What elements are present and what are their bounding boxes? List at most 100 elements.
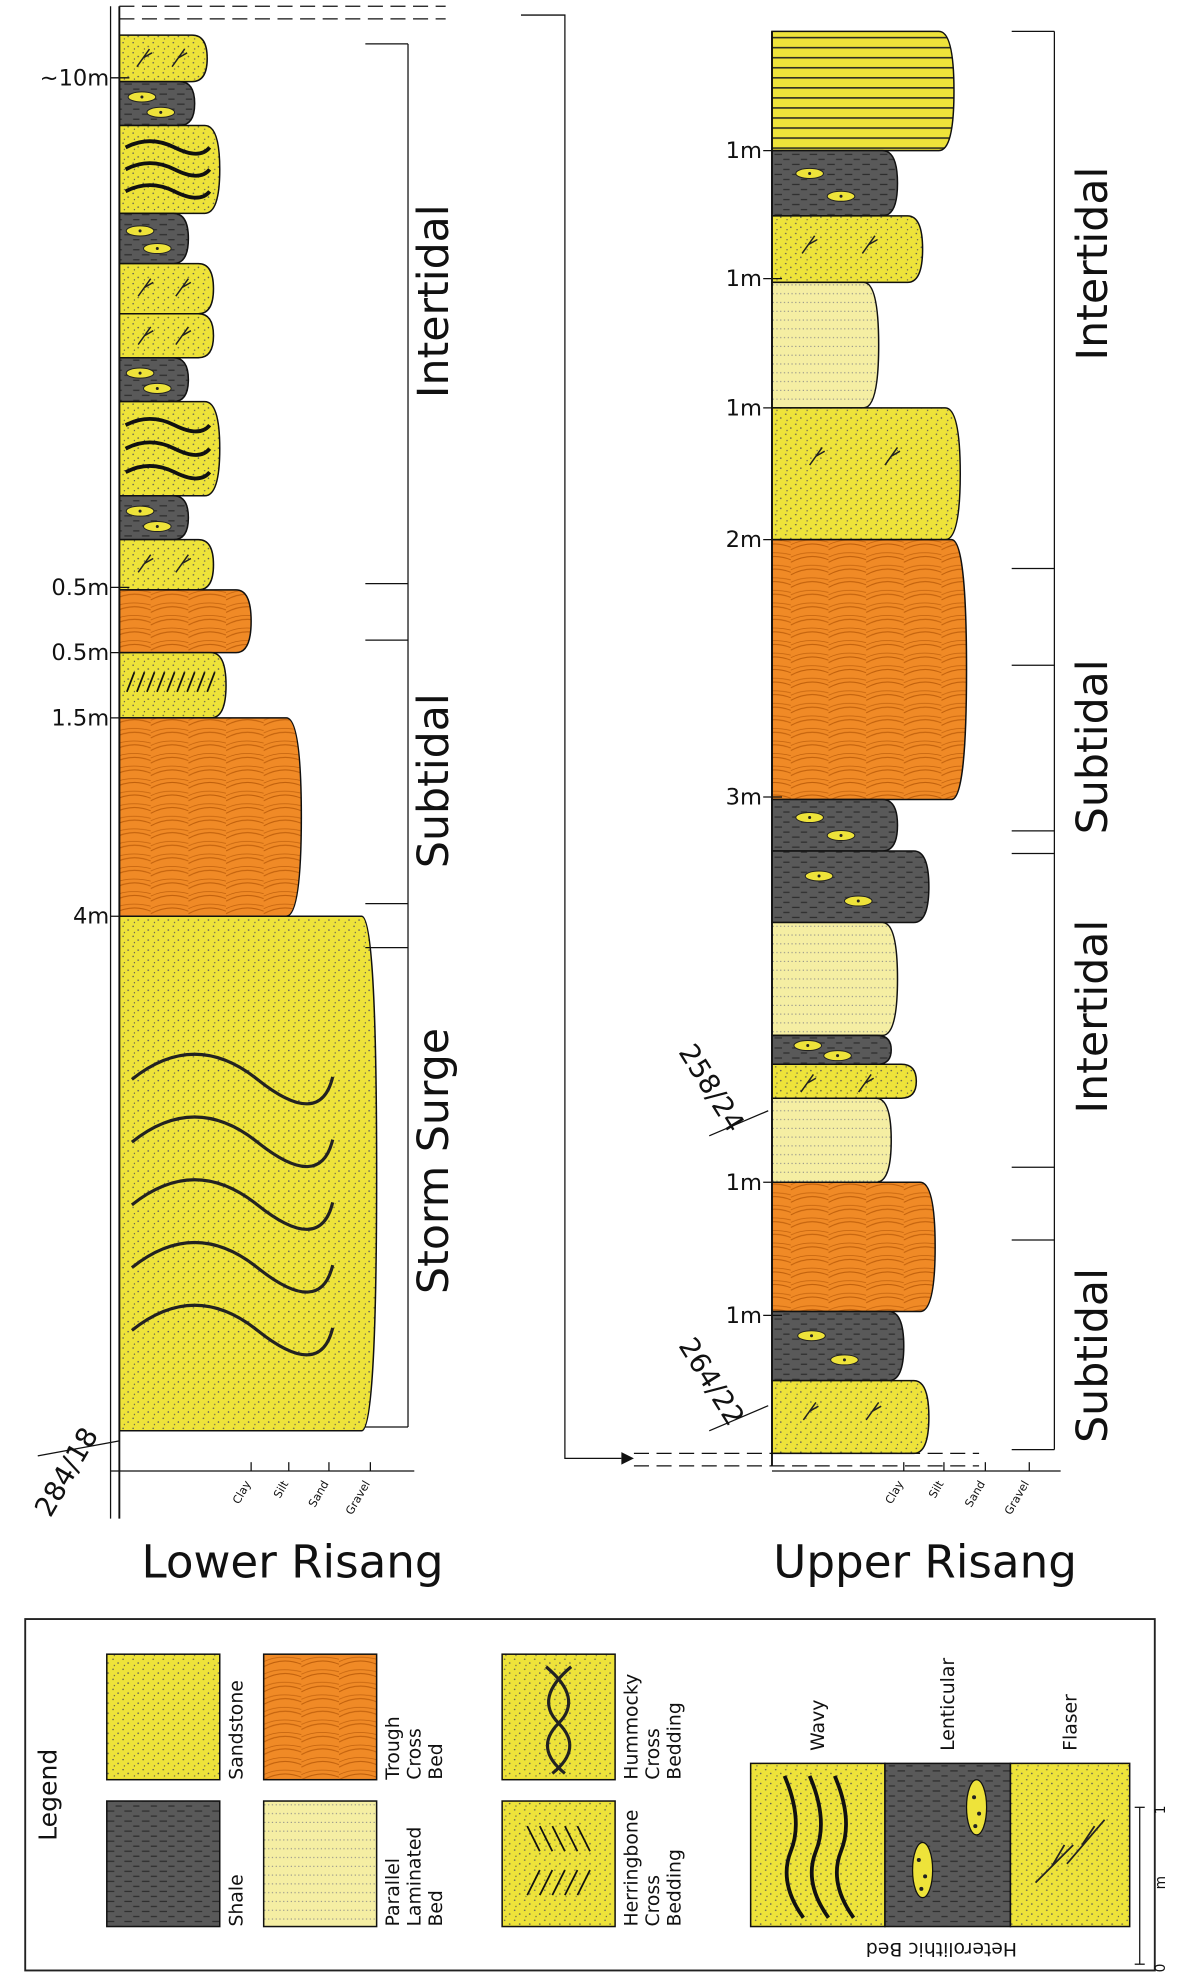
herringbone-symbol: [526, 1825, 541, 1852]
bed: [118, 495, 190, 541]
bed: [771, 1310, 905, 1382]
bed: [771, 1097, 892, 1184]
legend-swatch: [106, 1800, 221, 1928]
legend-label: Parallel: [383, 1858, 404, 1927]
bed: [118, 538, 215, 591]
herringbone-symbol: [526, 1869, 541, 1896]
lens-dot: [808, 815, 812, 819]
lens-symbol: [965, 1779, 988, 1836]
herringbone-symbol: [551, 1825, 566, 1852]
grain-size-label: Sand: [306, 1478, 331, 1509]
flaser-symbol: [175, 554, 192, 573]
legend-label: Herringbone: [622, 1810, 643, 1927]
wavy-symbol: [782, 1775, 805, 1919]
wavy-symbol: [124, 417, 212, 434]
herringbone-symbol: [186, 671, 196, 693]
legend-label: Trough: [383, 1716, 404, 1780]
lens-dot: [155, 386, 159, 390]
bed: [118, 589, 252, 654]
bed: [771, 798, 899, 852]
bed: [771, 1379, 930, 1455]
orientation-line: [37, 1440, 120, 1457]
wavy-symbol: [124, 161, 212, 178]
legend-label: Flaser: [1060, 1694, 1081, 1751]
legend-swatch: [501, 1800, 616, 1928]
herringbone-symbol: [156, 671, 166, 693]
herringbone-symbol: [126, 671, 136, 693]
lens-dot: [839, 833, 843, 838]
thickness-label: 1m: [726, 138, 762, 164]
thickness-label: 1m: [726, 395, 762, 421]
lens-symbol: [911, 1841, 934, 1899]
thickness-label: 4m: [73, 904, 109, 930]
legend-label: Cross: [643, 1728, 664, 1780]
flaser-symbol: [137, 326, 154, 345]
orientation-line: [708, 1405, 769, 1432]
scale-label: 1: [1153, 1805, 1169, 1814]
herringbone-symbol: [564, 1869, 579, 1896]
arrow-head: [621, 1452, 634, 1465]
bed: [118, 915, 378, 1432]
lens-dot: [839, 194, 843, 198]
bed: [118, 400, 221, 497]
lens-dot: [842, 1358, 846, 1362]
bed: [771, 407, 962, 541]
lens-dot: [817, 874, 821, 878]
bed: [118, 124, 221, 215]
lens-dot: [138, 371, 142, 375]
legend-swatch: [501, 1653, 616, 1781]
legend-swatch: [106, 1653, 221, 1781]
herringbone-symbol: [176, 671, 186, 693]
herringbone-symbol: [146, 671, 156, 693]
wavy-symbol: [833, 1775, 856, 1919]
legend-label: Cross: [405, 1728, 426, 1780]
flaser-symbol: [171, 48, 188, 68]
herringbone-symbol: [576, 1825, 591, 1852]
grain-size-label: Silt: [271, 1478, 291, 1500]
bed: [771, 215, 924, 284]
legend-swatch: [262, 1653, 378, 1781]
legend-swatch: [262, 1800, 378, 1928]
lens-dot: [977, 1811, 982, 1816]
bed: [118, 717, 303, 917]
lens-dot: [159, 110, 163, 114]
column-title: Upper Risang: [773, 1536, 1077, 1589]
herringbone-symbol: [206, 671, 216, 693]
thickness-label: 1m: [726, 266, 762, 292]
bed: [118, 212, 190, 265]
lens-dot: [138, 509, 142, 513]
thickness-label: 1.5m: [51, 705, 109, 731]
legend-label: Bed: [426, 1890, 447, 1926]
grain-size-label: Clay: [230, 1478, 254, 1506]
lens-dot: [140, 95, 144, 99]
bed: [118, 34, 208, 83]
thickness-label: 0.5m: [51, 640, 109, 666]
bed: [771, 281, 880, 409]
lens-dot: [919, 1886, 924, 1891]
hummocky-symbol: [547, 1665, 573, 1775]
herringbone-symbol: [196, 671, 206, 693]
hummocky-symbol: [130, 1115, 335, 1169]
bed: [771, 850, 930, 924]
grain-size-label: Sand: [962, 1478, 987, 1509]
bed: [118, 313, 215, 359]
wavy-symbol: [807, 1775, 830, 1919]
lens-dot: [972, 1795, 977, 1800]
grain-size-label: Clay: [883, 1478, 907, 1506]
lens-dot: [973, 1824, 978, 1829]
flaser-symbol: [1034, 1819, 1106, 1884]
bed: [771, 30, 955, 152]
flaser-symbol: [175, 278, 192, 297]
legend-box: [24, 1618, 1156, 1972]
flaser-symbol: [175, 326, 192, 345]
thickness-label: 1m: [726, 1170, 762, 1196]
legend-label: Laminated: [405, 1827, 426, 1927]
lens-dot: [916, 1858, 921, 1863]
environment-label: Subtidal: [1068, 659, 1118, 834]
environment-label: Subtidal: [1068, 1268, 1118, 1443]
hummocky-symbol: [130, 1052, 335, 1106]
flaser-symbol: [800, 1074, 817, 1093]
wavy-symbol: [124, 464, 212, 481]
thickness-label: ~10m: [40, 65, 110, 91]
